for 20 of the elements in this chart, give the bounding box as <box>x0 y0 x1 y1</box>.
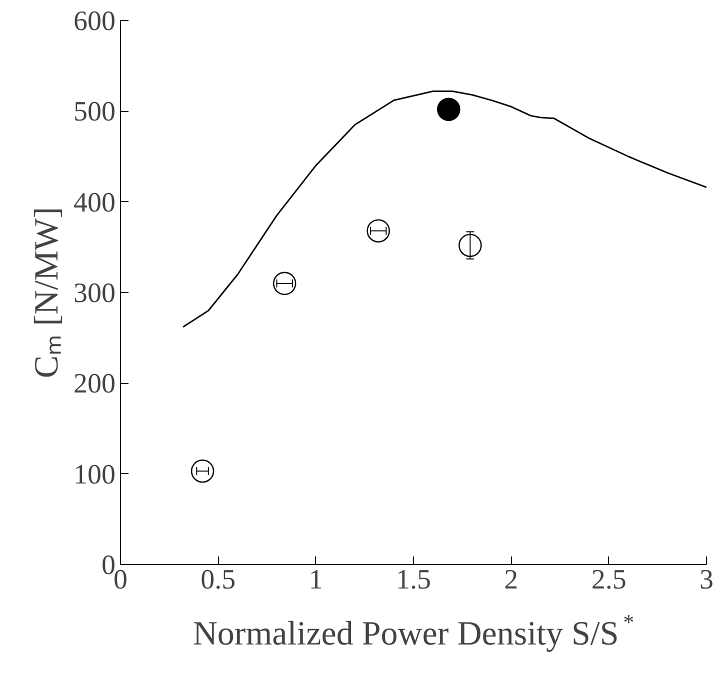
x-tick-label: 0.5 <box>200 564 236 596</box>
y-tick-label: 500 <box>74 96 116 128</box>
y-tick-label: 400 <box>74 187 116 218</box>
y-tick-label: 200 <box>74 368 116 400</box>
y-axis-title: Cₘ [N/MW] <box>28 206 66 378</box>
x-tick-label: 3 <box>700 564 714 596</box>
point <box>190 459 214 483</box>
y-tick-label: 100 <box>74 459 116 490</box>
point <box>366 219 390 242</box>
x-tick-label: 2.5 <box>591 564 626 596</box>
y-tick-label: 600 <box>74 6 116 37</box>
x-tick-label: 2 <box>504 564 518 596</box>
line-series <box>182 90 706 328</box>
y-tick-label: 300 <box>74 278 116 309</box>
x-tick-label: 1.5 <box>396 564 431 596</box>
point <box>437 98 460 121</box>
x-tick-label: 1 <box>308 564 323 596</box>
x-axis-title: Normalized Power Density S/S* <box>192 610 634 652</box>
point <box>458 234 482 257</box>
point <box>272 272 296 296</box>
